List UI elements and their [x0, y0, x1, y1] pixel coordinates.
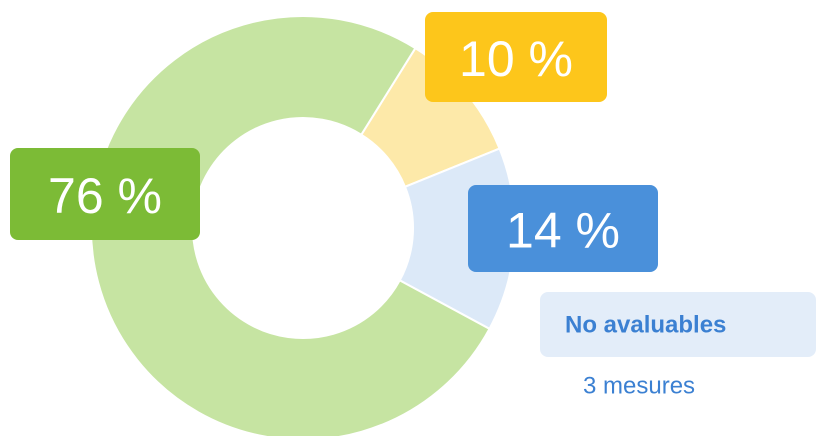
legend-box — [540, 292, 816, 357]
value-label-box — [10, 148, 200, 240]
slice — [90, 15, 491, 436]
value-label: 76 % — [48, 168, 162, 224]
donut — [90, 15, 516, 436]
legend-subtitle: 3 mesures — [583, 373, 695, 400]
value-label: 10 % — [459, 31, 573, 87]
value-label: 14 % — [506, 203, 620, 259]
labels: 10 % 14 % 76 % — [10, 12, 658, 272]
value-label-box — [425, 12, 607, 102]
value-label-box — [468, 185, 658, 272]
legend-title: No avaluables — [565, 312, 726, 339]
